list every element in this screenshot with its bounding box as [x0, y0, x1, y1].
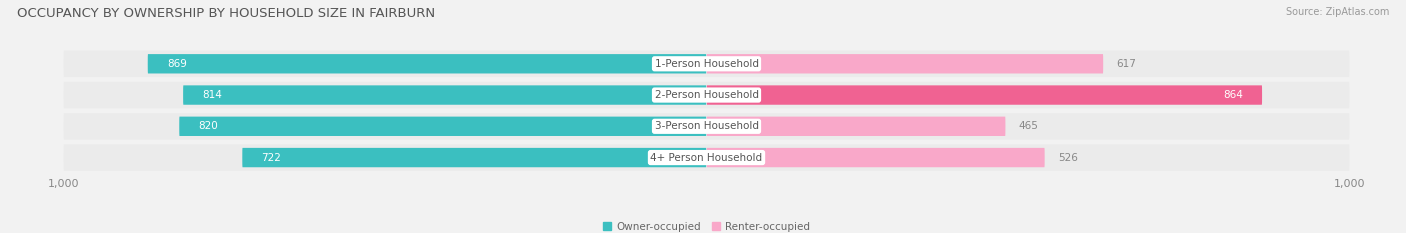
Text: Source: ZipAtlas.com: Source: ZipAtlas.com [1285, 7, 1389, 17]
Text: 617: 617 [1116, 59, 1136, 69]
FancyBboxPatch shape [707, 148, 1045, 167]
FancyBboxPatch shape [63, 144, 1350, 171]
FancyBboxPatch shape [707, 54, 1104, 73]
Legend: Owner-occupied, Renter-occupied: Owner-occupied, Renter-occupied [599, 218, 814, 233]
FancyBboxPatch shape [63, 51, 1350, 77]
FancyBboxPatch shape [63, 82, 1350, 108]
Text: 820: 820 [198, 121, 218, 131]
FancyBboxPatch shape [707, 116, 1005, 136]
Text: 465: 465 [1018, 121, 1039, 131]
FancyBboxPatch shape [148, 54, 706, 73]
Text: 869: 869 [167, 59, 187, 69]
FancyBboxPatch shape [179, 116, 706, 136]
Text: 4+ Person Household: 4+ Person Household [651, 153, 762, 163]
Text: 814: 814 [202, 90, 222, 100]
Text: 3-Person Household: 3-Person Household [655, 121, 758, 131]
Text: 1-Person Household: 1-Person Household [655, 59, 758, 69]
Text: OCCUPANCY BY OWNERSHIP BY HOUSEHOLD SIZE IN FAIRBURN: OCCUPANCY BY OWNERSHIP BY HOUSEHOLD SIZE… [17, 7, 434, 20]
FancyBboxPatch shape [183, 85, 706, 105]
FancyBboxPatch shape [242, 148, 706, 167]
Text: 526: 526 [1057, 153, 1077, 163]
Text: 2-Person Household: 2-Person Household [655, 90, 758, 100]
Text: 722: 722 [262, 153, 281, 163]
FancyBboxPatch shape [707, 85, 1263, 105]
FancyBboxPatch shape [63, 113, 1350, 140]
Text: 864: 864 [1223, 90, 1243, 100]
